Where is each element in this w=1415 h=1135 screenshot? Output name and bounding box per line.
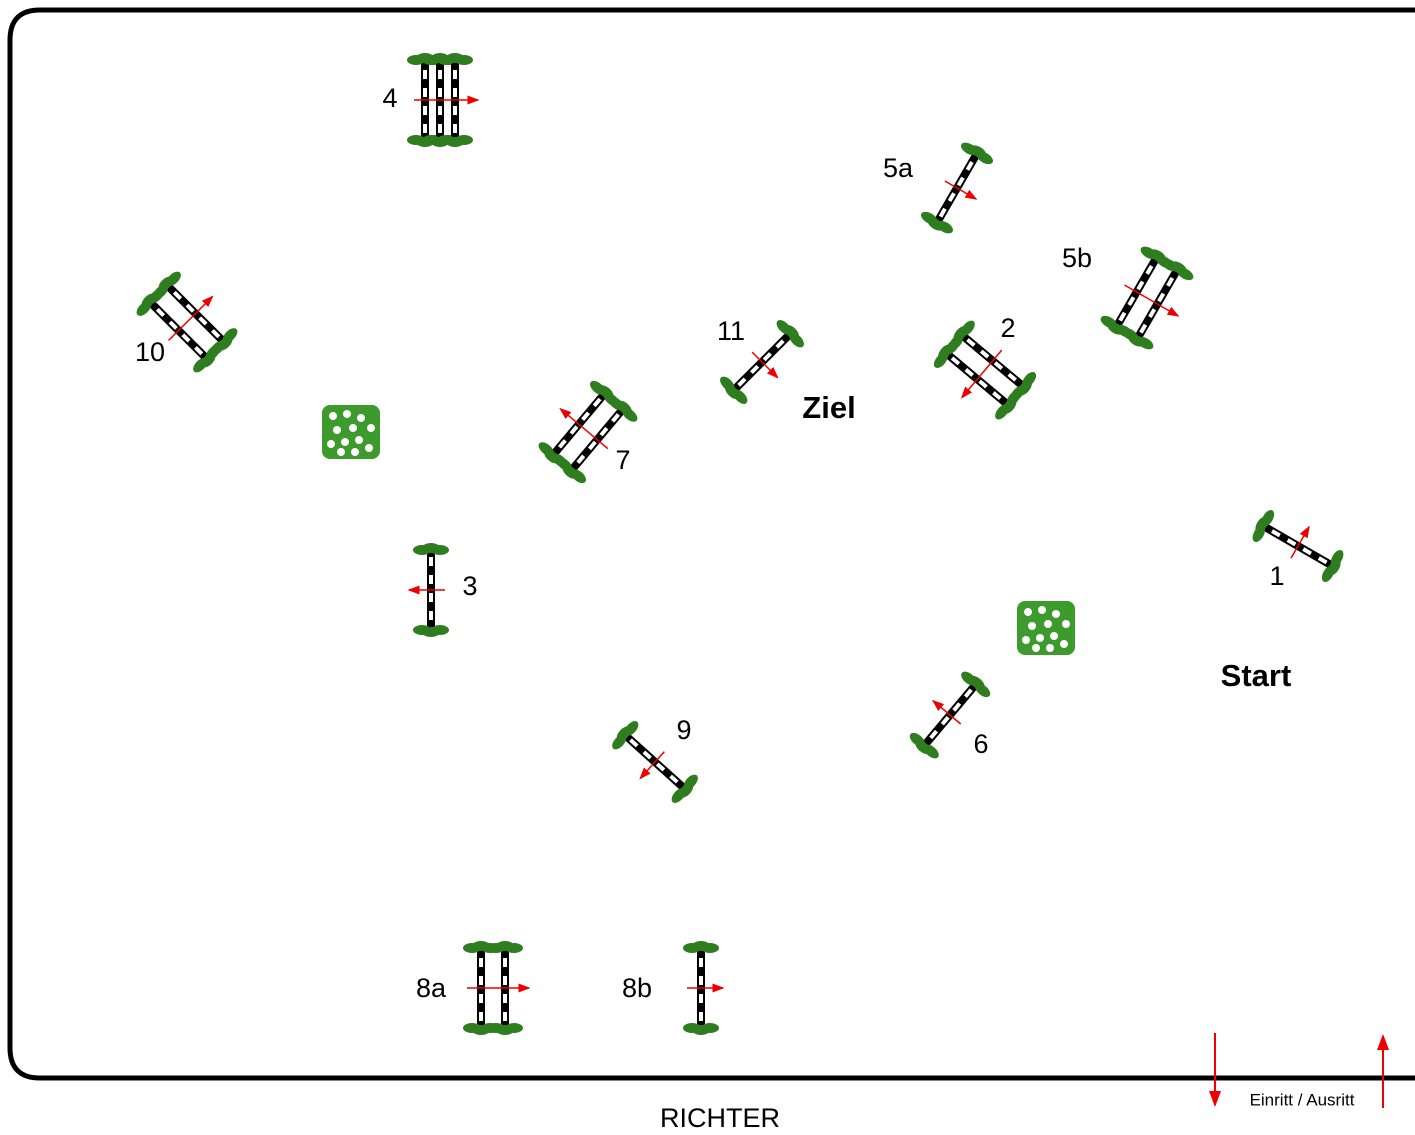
jump-label: 10: [135, 337, 165, 367]
jump-label: 2: [1000, 313, 1015, 343]
jump-label: 1: [1269, 561, 1284, 591]
jump-label: 11: [717, 316, 745, 346]
jump-1: [1248, 503, 1349, 585]
jump-label: 7: [615, 445, 630, 475]
jump-label: 4: [382, 83, 397, 113]
jump-label: 6: [973, 729, 988, 759]
jump-label: 3: [462, 571, 477, 601]
start-label: Start: [1221, 658, 1292, 693]
jump-2: [926, 317, 1040, 428]
jump-5b: [1098, 242, 1202, 356]
jump-3: [409, 543, 449, 637]
jump-label: 8a: [416, 973, 447, 1003]
jump-label: 8b: [622, 973, 652, 1003]
jump-8a: [463, 941, 529, 1035]
bush: [1017, 601, 1075, 655]
bush: [322, 405, 380, 459]
jump-label: 9: [676, 715, 691, 745]
entrance-label: Einritt / Ausritt: [1250, 1090, 1355, 1109]
arena-border: [7, 7, 1415, 1081]
jump-8b: [683, 941, 723, 1035]
jump-label: 5b: [1062, 243, 1092, 273]
jump-label: 5a: [883, 153, 914, 183]
jump-4: [407, 53, 478, 147]
judge-label: RICHTER: [660, 1103, 780, 1133]
jump-5a: [918, 138, 1000, 239]
finish-label: Ziel: [802, 390, 855, 425]
